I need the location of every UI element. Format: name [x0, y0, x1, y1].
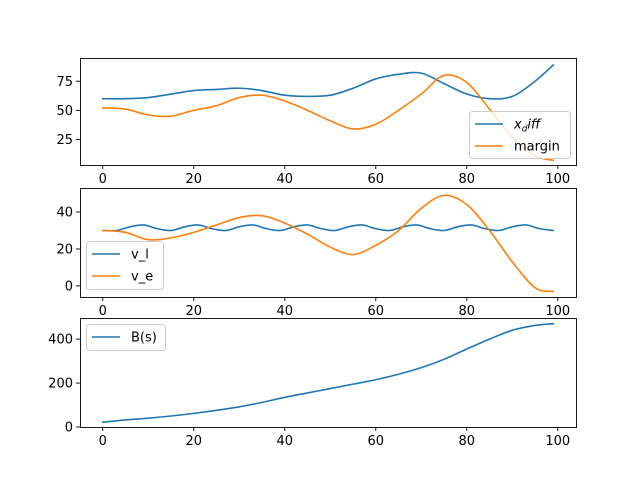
- y-tick-label: 0: [65, 279, 73, 294]
- x-tick-label: 80: [459, 172, 476, 187]
- x-tick-label: 60: [368, 304, 385, 319]
- y-tick-label: 25: [56, 133, 73, 148]
- legend-label: v_e: [131, 270, 153, 285]
- x-tick-label: 80: [459, 304, 476, 319]
- y-tick-label: 50: [56, 104, 73, 119]
- legend-label: xdiff: [513, 118, 542, 135]
- middle-subplot: 0 20 40 60 80 100 0 20 40 v_l v_e: [56, 188, 577, 319]
- y-tick-label: 75: [56, 75, 73, 90]
- series-group: [101, 194, 555, 293]
- x-tick-label: 40: [276, 172, 293, 187]
- series-group: [101, 322, 555, 424]
- legend-label: B(s): [131, 331, 157, 346]
- x-tick-label: 20: [185, 434, 202, 449]
- axes-frame: [80, 58, 577, 166]
- axes-frame: [80, 318, 577, 428]
- x-tick-label: 20: [185, 172, 202, 187]
- legend-label: v_l: [131, 248, 149, 263]
- x-tick-label: 0: [99, 172, 107, 187]
- x-tick-label: 0: [99, 304, 107, 319]
- legend-box: [86, 324, 166, 351]
- x-tick-label: 80: [459, 434, 476, 449]
- x-tick-label: 60: [368, 172, 385, 187]
- series-group: [101, 63, 555, 162]
- legend-label: margin: [514, 140, 560, 155]
- x-tick-label: 40: [276, 304, 293, 319]
- legend: xdiff margin: [469, 111, 571, 159]
- x-tick-label: 20: [185, 304, 202, 319]
- y-tick-label: 400: [48, 333, 73, 348]
- series-line-x-diff: [101, 63, 555, 100]
- legend: v_l v_e: [86, 241, 164, 290]
- x-tick-label: 100: [545, 172, 570, 187]
- y-tick-label: 0: [65, 421, 73, 436]
- series-line-b-s-: [101, 322, 555, 424]
- legend: B(s): [86, 324, 166, 351]
- x-tick-label: 40: [276, 434, 293, 449]
- y-tick-label: 20: [56, 242, 73, 257]
- x-tick-label: 100: [545, 304, 570, 319]
- x-tick-label: 0: [99, 434, 107, 449]
- x-tick-label: 60: [368, 434, 385, 449]
- bottom-subplot: 0 20 40 60 80 100 0 200 400 B(s): [48, 318, 577, 449]
- x-tick-label: 100: [545, 434, 570, 449]
- axes-frame: [80, 188, 577, 298]
- y-tick-label: 40: [56, 206, 73, 221]
- top-subplot: 0 20 40 60 80 100 25 50 75 xdiff margin: [56, 58, 577, 187]
- series-line-margin: [101, 74, 555, 162]
- series-line-v-e: [101, 194, 555, 293]
- y-tick-label: 200: [48, 377, 73, 392]
- series-line-v-l: [101, 224, 555, 232]
